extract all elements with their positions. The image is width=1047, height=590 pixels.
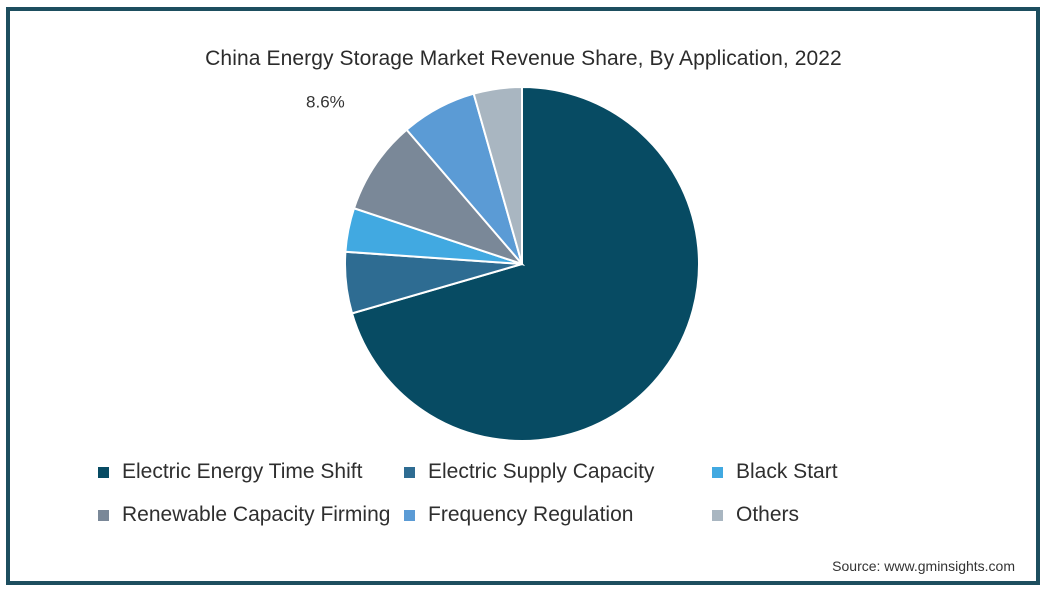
legend-label: Others xyxy=(736,503,800,526)
legend-swatch xyxy=(712,509,723,521)
legend-label: Renewable Capacity Firming xyxy=(122,503,391,526)
pie-slice-others xyxy=(472,85,523,265)
legend-item-black-start: Black Start xyxy=(712,460,838,484)
legend-label: Black Start xyxy=(736,460,838,483)
legend-label: Electric Supply Capacity xyxy=(428,460,655,483)
pie-slice-electric-energy-time-shift xyxy=(350,85,700,442)
legend-swatch xyxy=(712,466,723,478)
legend-item-others: Others xyxy=(712,503,799,527)
source-note: Source: www.gminsights.com xyxy=(832,558,1015,574)
legend-item-electric-supply-capacity: Electric Supply Capacity xyxy=(404,460,654,484)
legend-label: Electric Energy Time Shift xyxy=(122,460,363,483)
pie-slice-renewable-capacity-firming xyxy=(352,128,526,267)
legend-label: Frequency Regulation xyxy=(428,503,634,526)
legend-swatch xyxy=(98,466,109,478)
legend-item-frequency-regulation: Frequency Regulation xyxy=(404,503,633,527)
legend-item-electric-energy-time-shift: Electric Energy Time Shift xyxy=(98,460,362,484)
legend-item-renewable-capacity-firming: Renewable Capacity Firming xyxy=(98,503,390,527)
legend-swatch xyxy=(404,509,415,521)
chart-title: China Energy Storage Market Revenue Shar… xyxy=(205,47,842,70)
legend-swatch xyxy=(404,466,415,478)
legend-swatch xyxy=(98,509,109,521)
data-label: 8.6% xyxy=(306,92,345,111)
